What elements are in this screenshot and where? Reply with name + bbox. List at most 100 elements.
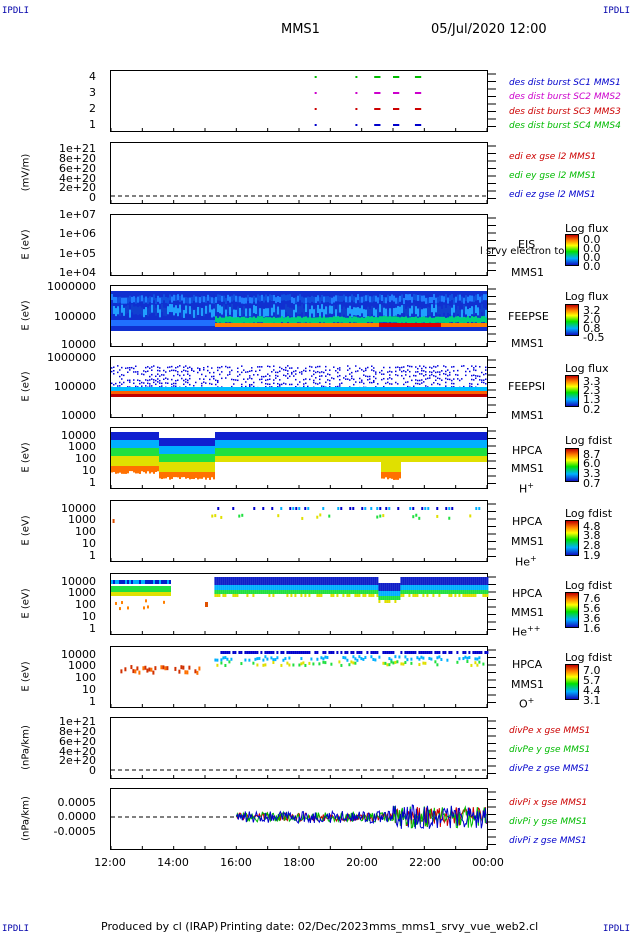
hpca-o-cell — [428, 656, 431, 660]
hpca-h-cell — [417, 456, 419, 462]
hpca-h-cell — [407, 440, 409, 448]
hpca-hepp-cell — [444, 585, 447, 590]
feepse-cell — [391, 294, 393, 301]
hpca-he-dot — [418, 516, 421, 520]
hpca-h-cell — [241, 448, 243, 456]
hpca-h-cell — [139, 432, 141, 440]
feepse-cell — [469, 323, 471, 327]
feepsi-dot — [375, 371, 377, 373]
hpca-h-cell — [385, 448, 387, 456]
hpca-h-cell — [279, 440, 281, 448]
hpca-h-cell — [183, 438, 185, 446]
hpca-h-cell — [211, 472, 213, 478]
hpca-hepp-cell — [412, 590, 415, 594]
hpca-h-cell — [483, 440, 485, 448]
feepsi-dot — [399, 367, 401, 369]
hpca-o-cell — [226, 651, 229, 654]
feepse-cell — [227, 305, 229, 314]
ytick: 10000 — [61, 575, 96, 588]
hpca-h-cell — [387, 448, 389, 456]
hpca-h-cell — [347, 440, 349, 448]
hpca-hepp-cell — [480, 577, 483, 585]
feepsi-dot — [229, 366, 231, 369]
feepse-cell — [425, 297, 427, 304]
feepse-cell — [361, 323, 363, 327]
feepse-cell — [395, 307, 397, 316]
hpca-h-cell — [129, 448, 131, 456]
feepsi-dot — [187, 370, 189, 373]
hpca-h-cell — [193, 472, 195, 480]
hpca-hepp-cell — [147, 592, 149, 596]
feepsi-dot — [265, 382, 267, 385]
feepse-cell — [319, 297, 321, 304]
feepse-cell — [453, 323, 455, 327]
feepse-cell — [431, 323, 433, 327]
feepsi-dot — [171, 369, 173, 372]
feepse-cell — [469, 295, 471, 302]
feepsi-cell — [343, 394, 345, 397]
feepse-cell — [203, 308, 205, 317]
hpca-hepp-cell — [131, 592, 133, 596]
hpca-hepp-cell — [111, 580, 113, 584]
feepse-cell — [309, 297, 311, 304]
feepse-cell — [481, 323, 483, 327]
feepsi-dot — [391, 378, 393, 380]
hpca-hepp-cell — [422, 585, 425, 590]
hpca-o-cell — [366, 651, 369, 654]
hpca-h-cell — [221, 456, 223, 462]
feepsi-dot — [249, 377, 251, 379]
feepse-cell — [337, 295, 339, 302]
feepse-cell — [467, 323, 469, 327]
feepse-cell — [385, 297, 387, 304]
feepsi-dot — [189, 366, 191, 369]
feepsi-cell — [395, 387, 397, 391]
feepse-cell — [275, 297, 277, 304]
feepse-cell — [239, 307, 241, 316]
feepsi-dot — [423, 365, 425, 368]
hpca-hepp-cell — [117, 580, 119, 584]
feepse-cell — [369, 316, 371, 323]
feepsi-cell — [261, 391, 263, 394]
feepse-cell — [345, 308, 347, 317]
hpca-o-cell — [424, 651, 427, 654]
hpca-h-cell — [421, 448, 423, 456]
hpca-h-cell — [141, 448, 143, 456]
hpca-o-cell — [250, 651, 253, 654]
hpca-h-cell — [431, 440, 433, 448]
feepsi-cell — [393, 391, 395, 394]
feepsi-dot — [171, 383, 173, 385]
hpca-h-cell — [259, 448, 261, 456]
hpca-h-cell — [265, 432, 267, 440]
hpca-h-cell — [173, 454, 175, 462]
feepse-cell — [281, 309, 283, 318]
hpca-o-cell — [280, 663, 283, 667]
hpca-h-cell — [409, 448, 411, 456]
feepsi-dot — [479, 366, 481, 368]
feepse-cell — [307, 304, 309, 313]
hpca-h-cell — [123, 456, 125, 468]
feepse-cell — [313, 323, 315, 327]
panel-eis — [110, 214, 488, 276]
feepsi-dot — [149, 367, 151, 369]
hpca-hepp-cell — [252, 590, 255, 594]
feepse-cell — [433, 308, 435, 317]
hpca-hepp-cell — [366, 585, 369, 590]
feepse-cell — [465, 323, 467, 327]
feepsi-cell — [231, 391, 233, 394]
hpca-hepp-cell — [304, 577, 307, 585]
feepse-cell — [307, 296, 309, 303]
feepsi-dot — [407, 369, 409, 371]
hpca-hepp-cell — [342, 585, 345, 590]
hpca-h-cell — [175, 438, 177, 446]
hpca-h-cell — [167, 472, 169, 478]
hpca-hepp-cell — [346, 585, 349, 590]
hpca-hepp-cell — [354, 577, 357, 585]
feepse-cell — [241, 297, 243, 304]
hpca-o-cell — [240, 651, 243, 654]
hpca-h-cell — [385, 440, 387, 448]
feepsi-cell — [465, 394, 467, 397]
hpca-h-cell — [447, 440, 449, 448]
hpca-hepp-cell — [426, 590, 429, 594]
feepsi-cell — [289, 387, 291, 391]
hpca-he-dot — [421, 507, 424, 510]
